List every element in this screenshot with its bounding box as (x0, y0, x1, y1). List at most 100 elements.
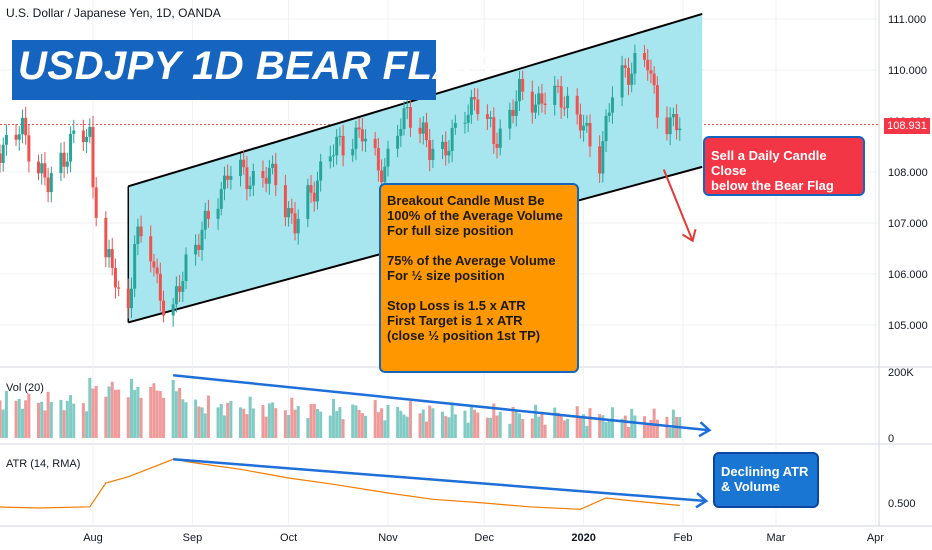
candle-body (511, 109, 515, 116)
candle-body (543, 103, 547, 105)
volume-bar (626, 426, 630, 438)
volume-bar (441, 411, 445, 438)
candle-body (364, 138, 368, 142)
candle-body (498, 128, 502, 148)
candle-body (81, 130, 85, 143)
volume-bar (94, 385, 98, 438)
sell-note-line: below the Bear Flag (711, 178, 834, 193)
volume-bar (485, 417, 489, 438)
volume-bar (534, 404, 537, 438)
candle-body (271, 163, 275, 168)
volume-bar (492, 403, 496, 438)
candle-body (540, 93, 544, 104)
candle-body (1, 144, 5, 163)
atr-pane (0, 458, 680, 510)
volume-bar (431, 408, 435, 438)
x-tick-label: Feb (674, 532, 693, 544)
volume-bar (65, 400, 69, 438)
candle-body (601, 141, 605, 174)
candle-body (139, 226, 143, 237)
candle-body (556, 85, 560, 87)
volume-bar (380, 408, 384, 438)
volume-bar (46, 391, 50, 438)
volume-bar (129, 378, 133, 438)
volume-bar (309, 403, 313, 438)
volume-bar (643, 416, 647, 438)
candle-body (598, 146, 602, 174)
volume-tick-label: 0 (888, 433, 894, 445)
volume-bar (588, 408, 592, 438)
volume-bar (604, 421, 608, 438)
candle-body (113, 267, 117, 288)
volume-bar (24, 400, 28, 438)
volume-bar (421, 409, 425, 438)
last-price-badge: 108.931 (884, 118, 930, 134)
volume-bar (88, 377, 92, 438)
candle-body (652, 73, 656, 86)
candle-body (453, 122, 457, 128)
volume-bar (508, 423, 512, 438)
volume-bar (668, 427, 672, 438)
candle-body (431, 148, 435, 160)
volume-bar (553, 407, 557, 438)
candle-body (197, 244, 201, 250)
atr-note-line: Declining ATR (721, 464, 809, 479)
candle-body (245, 167, 249, 190)
chart-symbol-title: U.S. Dollar / Japanese Yen, 1D, OANDA (6, 6, 221, 20)
candle-body (331, 155, 335, 157)
candle-body (671, 114, 675, 118)
volume-bar (197, 406, 201, 438)
candle-body (20, 117, 24, 135)
candle-body (492, 117, 496, 145)
candle-body (373, 138, 377, 149)
candle-body (466, 114, 470, 123)
volume-bar (396, 406, 400, 438)
candle-body (242, 159, 246, 168)
candle-body (396, 135, 400, 149)
volume-bar (261, 405, 265, 438)
candle-body (485, 114, 489, 119)
candle-body (133, 244, 137, 289)
volume-bar (0, 400, 2, 438)
candle-body (354, 127, 358, 150)
candle-body (36, 161, 40, 174)
volume-bar (357, 409, 361, 438)
x-tick-label: Aug (83, 532, 103, 544)
candle-body (306, 185, 310, 219)
volume-bar (14, 400, 18, 438)
volume-bar (85, 411, 89, 438)
candle-body (85, 136, 89, 143)
volume-bar (104, 396, 108, 438)
volume-bar (582, 414, 586, 438)
volume-bar (540, 412, 544, 438)
candle-body (338, 135, 342, 137)
candle-body (129, 288, 133, 309)
candle-body (383, 166, 387, 183)
candle-body (559, 86, 563, 108)
candle-body (194, 244, 198, 255)
price-tick-label: 107.000 (888, 218, 928, 230)
candle-body (604, 115, 608, 142)
volume-bar (633, 415, 637, 438)
candle-body (489, 117, 493, 119)
candle-body (534, 104, 537, 113)
note-line: For full size position (387, 223, 514, 238)
volume-bar (62, 410, 66, 438)
note-line: 75% of the Average Volume (387, 253, 556, 268)
volume-bar (601, 415, 605, 438)
candle-body (517, 79, 521, 102)
volume-bar (239, 407, 242, 438)
atr-note-line: & Volume (721, 479, 780, 494)
volume-bar (556, 412, 560, 438)
candle-body (104, 217, 108, 258)
volume-bar (665, 416, 669, 438)
candle-body (408, 107, 412, 128)
volume-trend-arrow-head (698, 421, 712, 438)
x-tick-label: Apr (867, 532, 884, 544)
candle-body (0, 153, 2, 163)
candle-body (418, 127, 422, 134)
volume-bar (264, 416, 268, 438)
x-tick-label: Sep (183, 532, 203, 544)
volume-bar (511, 406, 515, 438)
candle-body (578, 114, 582, 131)
